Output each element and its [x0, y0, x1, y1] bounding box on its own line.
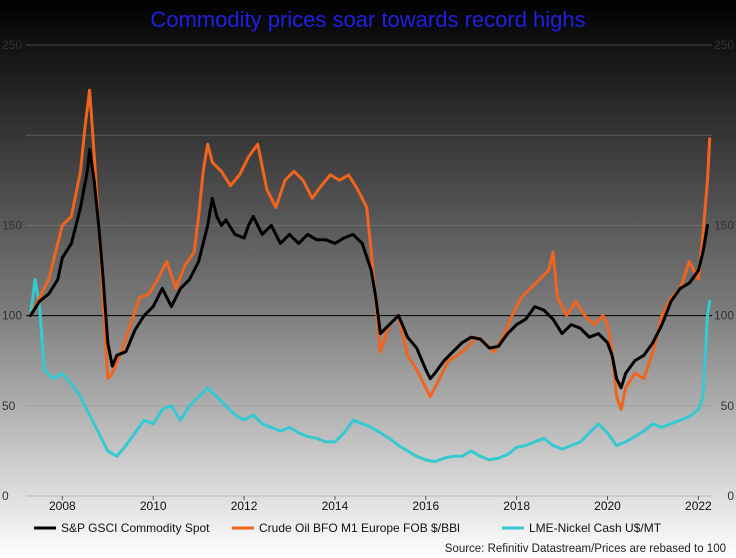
legend-label-nickel: LME-Nickel Cash U$/MT	[529, 521, 662, 535]
x-tick-label: 2014	[322, 499, 349, 513]
x-tick-label: 2010	[140, 499, 167, 513]
y-tick-right: 200	[714, 128, 734, 142]
y-tick-left: 200	[2, 128, 22, 142]
x-tick-label: 2022	[685, 499, 712, 513]
y-tick-left: 0	[2, 489, 9, 503]
chart-background	[0, 0, 736, 558]
chart-figure: Commodity prices soar towards record hig…	[0, 0, 736, 558]
y-tick-right: 50	[721, 399, 735, 413]
y-tick-left: 100	[2, 309, 22, 323]
x-tick-label: 2012	[231, 499, 258, 513]
legend-label-sp: S&P GSCI Commodity Spot	[61, 521, 210, 535]
x-tick-label: 2020	[594, 499, 621, 513]
y-tick-right: 100	[714, 309, 734, 323]
y-tick-right: 150	[714, 218, 734, 232]
chart-title: Commodity prices soar towards record hig…	[150, 7, 585, 32]
y-tick-left: 50	[2, 399, 16, 413]
x-tick-label: 2018	[503, 499, 530, 513]
source-note: Source: Refinitiv Datastream/Prices are …	[445, 543, 726, 555]
y-tick-right: 250	[714, 38, 734, 52]
x-tick-label: 2016	[412, 499, 439, 513]
y-tick-right: 0	[727, 489, 734, 503]
x-tick-label: 2008	[49, 499, 76, 513]
y-tick-left: 250	[2, 38, 22, 52]
chart-svg: Commodity prices soar towards record hig…	[0, 0, 736, 558]
legend-label-oil: Crude Oil BFO M1 Europe FOB $/BBl	[259, 521, 460, 535]
y-tick-left: 150	[2, 218, 22, 232]
